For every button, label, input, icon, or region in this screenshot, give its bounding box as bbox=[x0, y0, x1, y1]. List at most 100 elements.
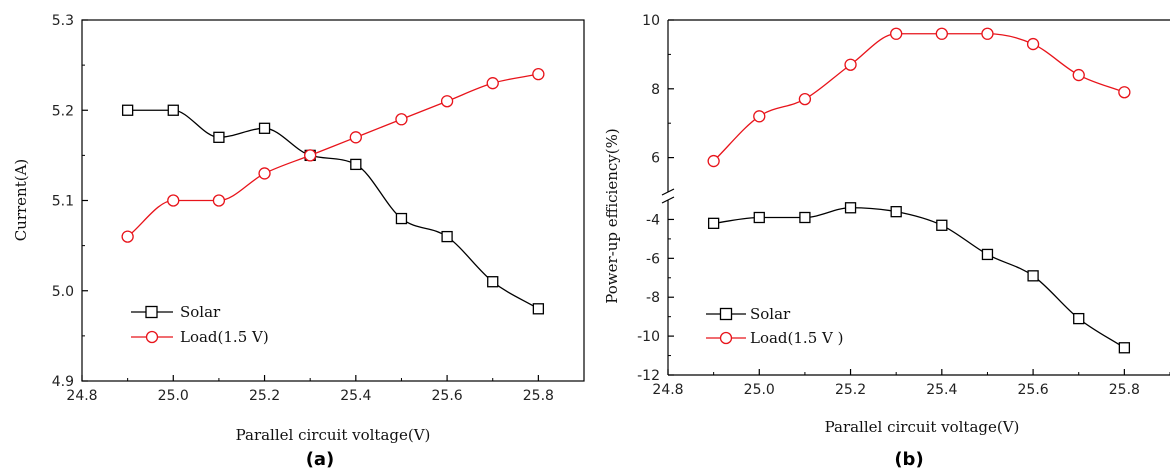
chart-b-x-axis-label: Parallel circuit voltage(V) bbox=[825, 418, 1020, 436]
chart-b-x-tick-label: 25.0 bbox=[744, 382, 775, 398]
chart-a-solar-point-2 bbox=[167, 104, 179, 116]
chart-a: 24.8 25.0 25.2 25.4 25.6 25.8 4.9 5.0 5.1 5.2 5.3… bbox=[12, 13, 585, 470]
chart-b-y-tick-label: 8 bbox=[651, 82, 660, 98]
chart-b-solar-point-9 bbox=[1073, 312, 1085, 325]
chart-a-load-markers bbox=[121, 68, 545, 243]
chart-a-solar-line bbox=[127, 109, 539, 310]
chart-b-load-markers bbox=[707, 27, 1131, 168]
chart-b-legend-load-marker bbox=[719, 331, 733, 345]
chart-b-solar-point-6 bbox=[936, 219, 948, 231]
chart-b-y-tick-label: -4 bbox=[646, 212, 660, 228]
chart-b-solar-point-2 bbox=[753, 211, 765, 224]
chart-a-legend-solar-marker bbox=[145, 305, 158, 319]
chart-b-legend-solar-label: Solar bbox=[750, 305, 791, 323]
chart-a-solar-point-4 bbox=[258, 122, 271, 134]
chart-a-load-point-6 bbox=[349, 131, 362, 144]
chart-b-solar-point-7 bbox=[981, 248, 994, 261]
chart-a-y-tick-label: 5.3 bbox=[52, 13, 74, 29]
chart-a-load-point-4 bbox=[258, 167, 271, 180]
chart-b-axis-break-mark bbox=[661, 188, 675, 204]
chart-b-legend-solar-marker bbox=[719, 307, 733, 321]
chart-a-plot-area bbox=[121, 68, 545, 315]
chart-a-x-tick-label: 25.0 bbox=[158, 388, 189, 404]
chart-a-x-tick-label: 24.8 bbox=[66, 388, 97, 404]
chart-b: 24.8 25.0 25.2 25.4 25.6 25.8 6 8 10 -12 -10 -8 -6 -… bbox=[603, 13, 1170, 470]
chart-a-y-tick-label: 4.9 bbox=[52, 374, 74, 390]
chart-a-load-point-5 bbox=[304, 149, 317, 162]
chart-b-axes bbox=[661, 19, 1170, 376]
chart-b-solar-point-10 bbox=[1118, 342, 1131, 354]
chart-a-axes bbox=[81, 19, 585, 382]
chart-a-frame bbox=[81, 19, 585, 382]
chart-b-y-tick-label: -12 bbox=[637, 368, 660, 384]
chart-b-y-tick-label: -8 bbox=[646, 290, 660, 306]
chart-a-load-point-9 bbox=[486, 77, 499, 90]
chart-b-x-tick-label: 24.8 bbox=[652, 382, 683, 398]
chart-a-y-tick-label: 5.2 bbox=[52, 103, 74, 119]
chart-a-x-tick-label: 25.4 bbox=[340, 388, 371, 404]
chart-b-solar-line bbox=[713, 207, 1125, 349]
chart-a-solar-point-7 bbox=[395, 212, 408, 225]
chart-b-x-tick-label: 25.6 bbox=[1018, 382, 1049, 398]
chart-a-legend: Solar Load(1.5 V) bbox=[131, 303, 269, 346]
chart-b-y-ticks: 6 8 10 -12 -10 -8 -6 -4 bbox=[637, 13, 674, 384]
chart-b-load-line bbox=[713, 33, 1125, 162]
chart-b-load-point-2 bbox=[753, 110, 766, 123]
chart-a-load-point-2 bbox=[167, 194, 180, 207]
chart-a-panel-label: (a) bbox=[306, 449, 335, 470]
chart-b-load-point-1 bbox=[707, 154, 720, 168]
chart-b-y-axis-label: Power-up efficiency(%) bbox=[603, 128, 621, 303]
chart-b-x-tick-label: 25.2 bbox=[835, 382, 866, 398]
chart-a-load-point-1 bbox=[121, 230, 134, 243]
chart-a-legend-load-marker bbox=[145, 330, 159, 344]
chart-b-y-tick-label: 6 bbox=[651, 151, 660, 167]
chart-b-load-point-4 bbox=[844, 58, 857, 71]
chart-b-solar-markers bbox=[707, 202, 1131, 354]
chart-b-panel-label: (b) bbox=[894, 449, 923, 470]
chart-b-load-point-6 bbox=[935, 27, 948, 40]
chart-a-y-tick-label: 5.0 bbox=[52, 284, 74, 300]
chart-b-solar-point-8 bbox=[1027, 270, 1039, 282]
chart-a-solar-point-3 bbox=[213, 131, 225, 143]
chart-b-x-tick-label: 25.4 bbox=[926, 382, 957, 398]
chart-b-load-point-10 bbox=[1118, 86, 1131, 99]
chart-b-legend-load-label: Load(1.5 V ) bbox=[750, 329, 843, 347]
chart-b-y-tick-label: -6 bbox=[646, 251, 660, 267]
chart-a-solar-point-1 bbox=[121, 104, 134, 116]
chart-a-x-ticks: 24.8 25.0 25.2 25.4 25.6 25.8 bbox=[66, 375, 585, 404]
chart-a-solar-point-9 bbox=[487, 276, 499, 288]
chart-b-x-ticks: 24.8 25.0 25.2 25.4 25.6 25.8 bbox=[652, 369, 1170, 398]
chart-b-solar-point-3 bbox=[799, 211, 811, 224]
chart-b-legend: Solar Load(1.5 V ) bbox=[706, 305, 843, 347]
chart-a-load-point-7 bbox=[395, 113, 408, 126]
chart-b-load-point-5 bbox=[890, 27, 903, 40]
chart-b-plot-area bbox=[707, 27, 1131, 354]
chart-a-legend-solar-label: Solar bbox=[180, 303, 221, 321]
chart-b-load-point-7 bbox=[981, 27, 994, 40]
chart-b-solar-point-4 bbox=[844, 202, 857, 214]
chart-b-load-point-9 bbox=[1072, 68, 1085, 82]
chart-b-solar-point-5 bbox=[890, 206, 902, 218]
chart-b-solar-point-1 bbox=[707, 217, 720, 229]
chart-a-load-point-3 bbox=[212, 194, 226, 207]
chart-b-y-tick-label: -10 bbox=[637, 329, 660, 345]
chart-a-x-tick-label: 25.8 bbox=[523, 388, 554, 404]
chart-b-load-point-8 bbox=[1026, 37, 1040, 51]
chart-a-solar-point-6 bbox=[350, 158, 362, 171]
chart-a-load-point-10 bbox=[532, 68, 545, 81]
chart-a-load-line bbox=[127, 73, 539, 238]
chart-a-x-axis-label: Parallel circuit voltage(V) bbox=[236, 426, 431, 444]
chart-a-legend-load-label: Load(1.5 V) bbox=[180, 328, 269, 346]
chart-a-y-axis-label: Current(A) bbox=[12, 159, 30, 242]
chart-a-y-ticks: 4.9 5.0 5.1 5.2 5.3 bbox=[52, 13, 88, 390]
chart-a-y-tick-label: 5.1 bbox=[52, 194, 74, 210]
chart-b-x-tick-label: 25.8 bbox=[1109, 382, 1140, 398]
chart-b-load-point-3 bbox=[798, 92, 812, 106]
chart-a-x-tick-label: 25.6 bbox=[432, 388, 463, 404]
chart-a-solar-point-8 bbox=[441, 230, 453, 243]
chart-a-solar-markers bbox=[121, 104, 545, 315]
chart-b-y-tick-label: 10 bbox=[642, 13, 660, 29]
chart-a-load-point-8 bbox=[440, 95, 454, 108]
chart-a-x-tick-label: 25.2 bbox=[249, 388, 280, 404]
